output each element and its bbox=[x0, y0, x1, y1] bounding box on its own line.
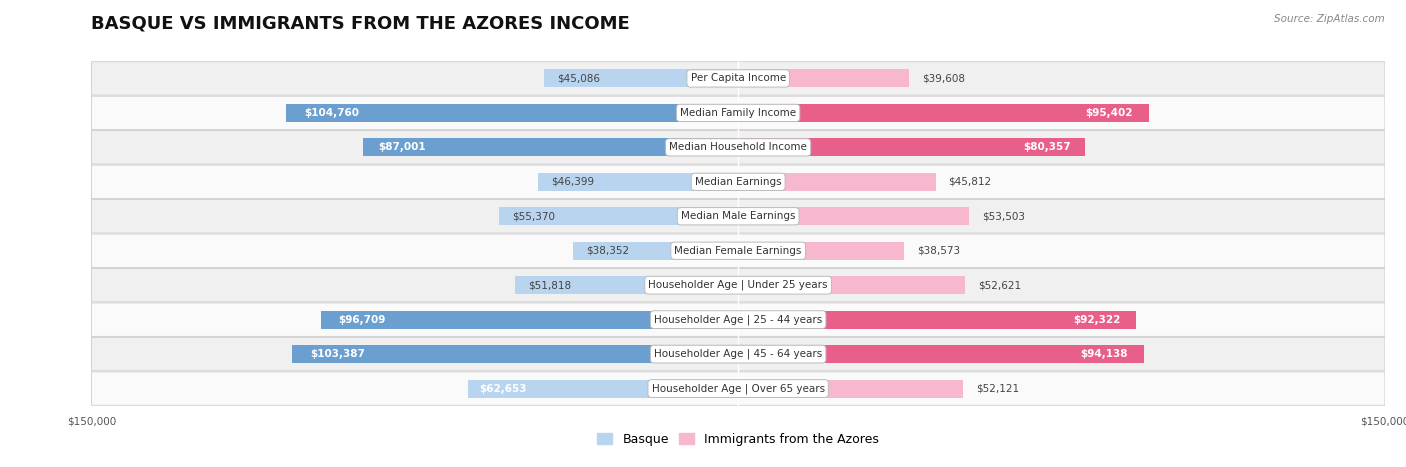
Text: $45,086: $45,086 bbox=[557, 73, 600, 84]
FancyBboxPatch shape bbox=[91, 234, 1385, 268]
Text: $45,812: $45,812 bbox=[949, 177, 991, 187]
Text: $62,653: $62,653 bbox=[479, 383, 526, 394]
Text: $52,121: $52,121 bbox=[976, 383, 1019, 394]
Text: Householder Age | Under 25 years: Householder Age | Under 25 years bbox=[648, 280, 828, 290]
Text: $96,709: $96,709 bbox=[337, 315, 385, 325]
FancyBboxPatch shape bbox=[91, 303, 1385, 336]
Text: $53,503: $53,503 bbox=[981, 211, 1025, 221]
Text: $94,138: $94,138 bbox=[1080, 349, 1128, 359]
Text: Per Capita Income: Per Capita Income bbox=[690, 73, 786, 84]
Text: $46,399: $46,399 bbox=[551, 177, 595, 187]
Bar bbox=[738, 138, 1084, 156]
FancyBboxPatch shape bbox=[91, 372, 1385, 405]
Text: $95,402: $95,402 bbox=[1085, 108, 1133, 118]
Text: Median Household Income: Median Household Income bbox=[669, 142, 807, 152]
Bar bbox=[738, 173, 935, 191]
FancyBboxPatch shape bbox=[91, 269, 1385, 302]
Bar bbox=[321, 311, 738, 329]
Bar bbox=[572, 242, 738, 260]
Bar bbox=[544, 70, 738, 87]
Bar bbox=[738, 276, 965, 294]
Text: Source: ZipAtlas.com: Source: ZipAtlas.com bbox=[1274, 14, 1385, 24]
Bar bbox=[738, 380, 963, 397]
Bar bbox=[738, 104, 1150, 122]
Text: $80,357: $80,357 bbox=[1024, 142, 1071, 152]
Text: $55,370: $55,370 bbox=[512, 211, 555, 221]
Text: $87,001: $87,001 bbox=[378, 142, 426, 152]
Bar bbox=[515, 276, 738, 294]
Bar bbox=[738, 345, 1144, 363]
Text: $92,322: $92,322 bbox=[1073, 315, 1121, 325]
Text: Median Family Income: Median Family Income bbox=[681, 108, 796, 118]
Text: BASQUE VS IMMIGRANTS FROM THE AZORES INCOME: BASQUE VS IMMIGRANTS FROM THE AZORES INC… bbox=[91, 14, 630, 32]
Bar bbox=[468, 380, 738, 397]
Text: Median Female Earnings: Median Female Earnings bbox=[675, 246, 801, 256]
FancyBboxPatch shape bbox=[91, 165, 1385, 198]
Text: $103,387: $103,387 bbox=[311, 349, 366, 359]
Bar bbox=[738, 207, 969, 225]
Legend: Basque, Immigrants from the Azores: Basque, Immigrants from the Azores bbox=[592, 428, 884, 451]
Text: $38,573: $38,573 bbox=[917, 246, 960, 256]
Text: Median Male Earnings: Median Male Earnings bbox=[681, 211, 796, 221]
Bar bbox=[363, 138, 738, 156]
FancyBboxPatch shape bbox=[91, 199, 1385, 233]
Bar bbox=[499, 207, 738, 225]
FancyBboxPatch shape bbox=[91, 337, 1385, 371]
Bar bbox=[292, 345, 738, 363]
Text: $39,608: $39,608 bbox=[922, 73, 965, 84]
Text: Householder Age | 45 - 64 years: Householder Age | 45 - 64 years bbox=[654, 349, 823, 359]
FancyBboxPatch shape bbox=[91, 131, 1385, 164]
Text: Median Earnings: Median Earnings bbox=[695, 177, 782, 187]
Bar bbox=[287, 104, 738, 122]
Bar bbox=[738, 242, 904, 260]
Bar bbox=[738, 311, 1136, 329]
Bar bbox=[538, 173, 738, 191]
Text: Householder Age | 25 - 44 years: Householder Age | 25 - 44 years bbox=[654, 314, 823, 325]
Text: $52,621: $52,621 bbox=[979, 280, 1021, 290]
FancyBboxPatch shape bbox=[91, 96, 1385, 130]
Text: $51,818: $51,818 bbox=[527, 280, 571, 290]
FancyBboxPatch shape bbox=[91, 62, 1385, 95]
Bar bbox=[738, 70, 908, 87]
Text: $38,352: $38,352 bbox=[586, 246, 628, 256]
Text: Householder Age | Over 65 years: Householder Age | Over 65 years bbox=[651, 383, 825, 394]
Text: $104,760: $104,760 bbox=[305, 108, 360, 118]
